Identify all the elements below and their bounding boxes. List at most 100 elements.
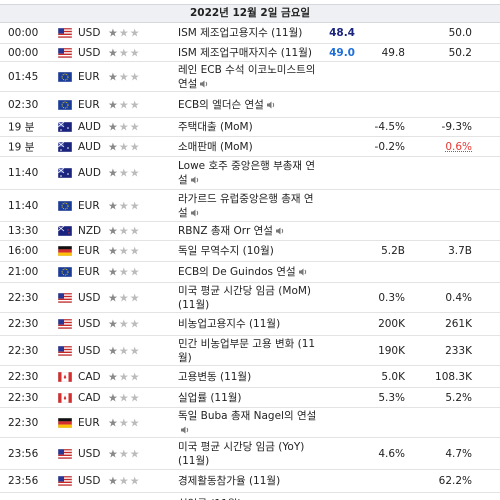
event-text[interactable]: 고용변동 (11월) <box>178 370 252 383</box>
importance-stars: ★★★ <box>108 46 141 59</box>
time: 01:45 <box>8 70 39 83</box>
speech-icon <box>190 209 198 216</box>
event-text[interactable]: 레인 ECB 수석 이코노미스트의 연설 <box>178 63 316 90</box>
event-row[interactable]: 22:30 USD ★★★ 비농업고용지수 (11월) 200K 261K <box>0 313 500 336</box>
forecast-value: 190K <box>378 344 405 357</box>
currency: EUR <box>78 266 100 278</box>
time: 13:30 <box>8 225 39 237</box>
importance-stars: ★★★ <box>108 416 141 429</box>
previous-value: 5.2% <box>445 391 472 404</box>
event-row[interactable]: 21:00 EUR ★★★ ECB의 De Guindos 연설 <box>0 262 500 283</box>
time: 11:40 <box>8 199 39 212</box>
flag-icon <box>58 47 72 58</box>
event-row[interactable]: 23:56 USD ★★★ 경제활동참가율 (11월) 62.2% <box>0 470 500 493</box>
event-row[interactable]: 00:00 USD ★★★ ISM 제조업고용지수 (11월) 48.4 50.0 <box>0 22 500 44</box>
flag-icon <box>58 27 72 38</box>
event-row[interactable]: 22:30 CAD ★★★ 고용변동 (11월) 5.0K 108.3K <box>0 366 500 388</box>
previous-value: 50.2 <box>448 46 472 59</box>
event-row[interactable]: 16:00 EUR ★★★ 독일 무역수지 (10월) 5.2B 3.7B <box>0 241 500 262</box>
time: 23:56 <box>8 447 39 460</box>
currency: AUD <box>78 140 101 153</box>
flag-icon <box>58 267 72 277</box>
importance-stars: ★★★ <box>108 447 141 460</box>
forecast-value: -4.5% <box>374 121 405 133</box>
event-row[interactable]: 11:40 EUR ★★★ 라가르드 유럽중앙은행 총재 연설 <box>0 190 500 222</box>
time: 22:30 <box>8 344 39 357</box>
time: 19 분 <box>8 121 35 134</box>
event-row[interactable]: 19 분 AUD ★★★ 주택대출 (MoM) -4.5% -9.3% <box>0 118 500 137</box>
flag-icon <box>58 476 72 486</box>
time: 02:30 <box>8 98 39 111</box>
event-text[interactable]: ISM 제조업구매자지수 (11월) <box>178 46 312 59</box>
time: 21:00 <box>8 266 39 278</box>
event-text[interactable]: 독일 Buba 총재 Nagel의 연설 <box>178 409 317 422</box>
event-row[interactable]: 22:30 USD ★★★ 민간 비농업부문 고용 변화 (11월) 190K 233K <box>0 336 500 366</box>
event-text[interactable]: 민간 비농업부문 고용 변화 (11월) <box>178 337 316 364</box>
event-text[interactable]: 미국 평균 시간당 임금 (MoM) (11월) <box>178 284 312 311</box>
event-name: ISM 제조업고용지수 (11월) <box>178 26 318 40</box>
speech-icon <box>275 227 284 235</box>
flag-icon <box>58 319 72 329</box>
time: 19 분 <box>8 141 35 153</box>
event-row[interactable]: 01:45 EUR ★★★ 레인 ECB 수석 이코노미스트의 연설 <box>0 62 500 92</box>
forecast-value: 5.2B <box>381 245 405 257</box>
currency: CAD <box>78 391 101 404</box>
event-text[interactable]: 실업률 (11월) <box>178 498 242 500</box>
time: 16:00 <box>8 245 39 257</box>
importance-stars: ★★★ <box>108 98 141 111</box>
previous-value: 0.4% <box>445 291 472 304</box>
previous-value: 108.3K <box>435 370 472 383</box>
event-name: 독일 Buba 총재 Nagel의 연설 <box>178 409 318 437</box>
event-text[interactable]: RBNZ 총재 Orr 연설 <box>178 225 273 237</box>
currency: EUR <box>78 98 100 111</box>
forecast-value: 5.0K <box>381 370 405 383</box>
currency: USD <box>78 447 101 460</box>
event-text[interactable]: 미국 평균 시간당 임금 (YoY) (11월) <box>178 440 305 467</box>
event-text[interactable]: 라가르드 유럽중앙은행 총재 연설 <box>178 192 314 219</box>
time: 22:30 <box>8 391 39 404</box>
event-name: 미국 평균 시간당 임금 (YoY) (11월) <box>178 440 318 468</box>
event-text[interactable]: ECB의 엘더슨 연설 <box>178 98 264 111</box>
event-name: Lowe 호주 중앙은행 부총재 연설 <box>178 159 318 187</box>
event-row[interactable]: 11:40 AUD ★★★ Lowe 호주 중앙은행 부총재 연설 <box>0 157 500 190</box>
currency: CAD <box>78 370 101 383</box>
event-row[interactable]: 22:30 USD ★★★ 미국 평균 시간당 임금 (MoM) (11월) 0.3% 0… <box>0 283 500 313</box>
event-text[interactable]: Lowe 호주 중앙은행 부총재 연설 <box>178 160 316 186</box>
event-row[interactable]: 23:56 USD ★★★ 미국 평균 시간당 임금 (YoY) (11월) 4.6% 4… <box>0 438 500 470</box>
event-text[interactable]: 소매판매 (MoM) <box>178 140 253 153</box>
event-text[interactable]: 경제활동참가율 (11월) <box>178 475 281 487</box>
event-row[interactable]: 22:30 CAD ★★★ 실업률 (11월) 5.3% 5.2% <box>0 388 500 408</box>
event-name: 주택대출 (MoM) <box>178 120 318 134</box>
event-text[interactable]: ISM 제조업고용지수 (11월) <box>178 26 303 39</box>
event-row[interactable]: 13:30 NZD ★★★ RBNZ 총재 Orr 연설 <box>0 222 500 241</box>
importance-stars: ★★★ <box>108 120 141 134</box>
event-text[interactable]: 실업률 (11월) <box>178 391 242 404</box>
flag-icon <box>58 141 72 152</box>
time: 22:30 <box>8 318 39 330</box>
importance-stars: ★★★ <box>108 26 141 39</box>
previous-value: 3.7B <box>448 245 472 257</box>
event-text[interactable]: ECB의 De Guindos 연설 <box>178 266 296 278</box>
actual-value: 49.0 <box>329 46 355 59</box>
event-row[interactable]: 00:00 USD ★★★ ISM 제조업구매자지수 (11월) 49.0 49.8 50.… <box>0 44 500 62</box>
currency: USD <box>78 46 101 59</box>
speech-icon <box>298 268 306 276</box>
event-text[interactable]: 주택대출 (MoM) <box>178 121 253 133</box>
event-row[interactable]: 실업률 (11월) <box>0 493 500 500</box>
event-name: 실업률 (11월) <box>178 391 318 405</box>
previous-value: -9.3% <box>441 121 472 133</box>
flag-icon <box>58 392 72 403</box>
event-text[interactable]: 비농업고용지수 (11월) <box>178 318 281 330</box>
flag-icon <box>58 226 72 236</box>
time: 11:40 <box>8 167 39 179</box>
previous-value: 62.2% <box>438 475 472 487</box>
event-row[interactable]: 22:30 EUR ★★★ 독일 Buba 총재 Nagel의 연설 <box>0 408 500 438</box>
speech-icon <box>190 176 198 184</box>
event-row[interactable]: 02:30 EUR ★★★ ECB의 엘더슨 연설 <box>0 92 500 118</box>
previous-value: 50.0 <box>448 26 472 39</box>
event-row[interactable]: 19 분 AUD ★★★ 소매판매 (MoM) -0.2% 0.6% <box>0 137 500 157</box>
event-text[interactable]: 독일 무역수지 (10월) <box>178 245 274 257</box>
importance-stars: ★★★ <box>108 199 141 212</box>
importance-stars: ★★★ <box>108 317 141 331</box>
event-name: 경제활동참가율 (11월) <box>178 474 318 488</box>
